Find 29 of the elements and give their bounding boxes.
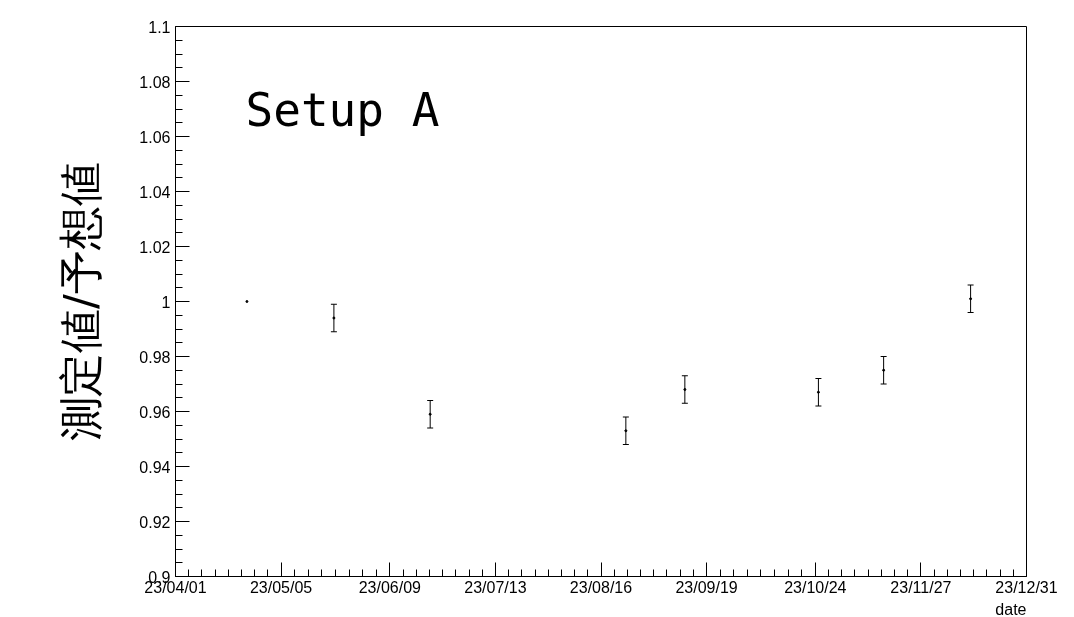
x-tick-label: 23/06/09 <box>358 578 422 596</box>
y-tick-label: 1.08 <box>139 73 171 91</box>
x-tick-label: 23/11/27 <box>890 578 952 596</box>
x-axis-title: date <box>995 600 1027 617</box>
y-tick-label: 0.96 <box>139 403 171 421</box>
y-tick-label: 0.98 <box>139 348 171 366</box>
point <box>245 300 249 303</box>
y-tick-label: 1 <box>161 293 171 311</box>
x-tick-label: 23/05/05 <box>249 578 313 596</box>
point <box>882 368 886 372</box>
x-tick-label: 23/09/19 <box>675 578 738 596</box>
point <box>969 297 973 301</box>
point <box>332 316 336 320</box>
x-tick-label: 23/07/13 <box>464 578 527 596</box>
x-tick-label: 23/08/16 <box>569 578 633 596</box>
annotation: Setup A <box>245 82 440 137</box>
y-tick-label: 0.92 <box>139 513 171 531</box>
y-tick-label: 0.94 <box>139 458 171 476</box>
point <box>816 390 820 394</box>
point <box>683 388 687 391</box>
x-tick-label: 23/10/24 <box>784 578 847 596</box>
y-tick-label: 1.1 <box>148 18 171 36</box>
y-tick-label: 1.02 <box>139 238 171 256</box>
y-axis-title: 測定値/予想値 <box>55 162 107 441</box>
y-tick-label: 1.06 <box>139 128 171 146</box>
point <box>624 429 628 433</box>
x-tick-label: 23/12/31 <box>995 578 1058 596</box>
y-tick-label: 1.04 <box>139 183 171 201</box>
point <box>428 412 432 416</box>
